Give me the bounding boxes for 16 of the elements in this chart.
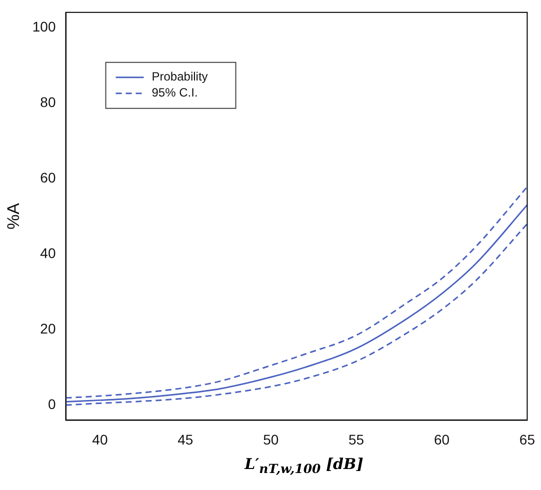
x-tick-label: 40 [92,431,108,448]
x-tick-label: 55 [348,431,364,448]
x-tick-label: 45 [178,431,194,448]
y-tick-label: 40 [40,244,56,261]
y-tick-label: 60 [40,169,56,186]
legend-label: 95% C.I. [152,86,198,100]
y-tick-label: 100 [32,18,56,34]
y-axis-title: %A [4,202,23,230]
x-tick-label: 65 [519,431,536,448]
x-tick-label: 50 [263,431,279,448]
y-tick-label: 20 [40,320,56,336]
y-tick-label: 0 [48,396,56,412]
legend-label: Probability [152,70,208,84]
x-axis-title: L′$_{nT,w,100}$ [dB] [243,455,364,476]
x-tick-label: 60 [434,431,450,448]
y-tick-label: 80 [40,94,56,110]
